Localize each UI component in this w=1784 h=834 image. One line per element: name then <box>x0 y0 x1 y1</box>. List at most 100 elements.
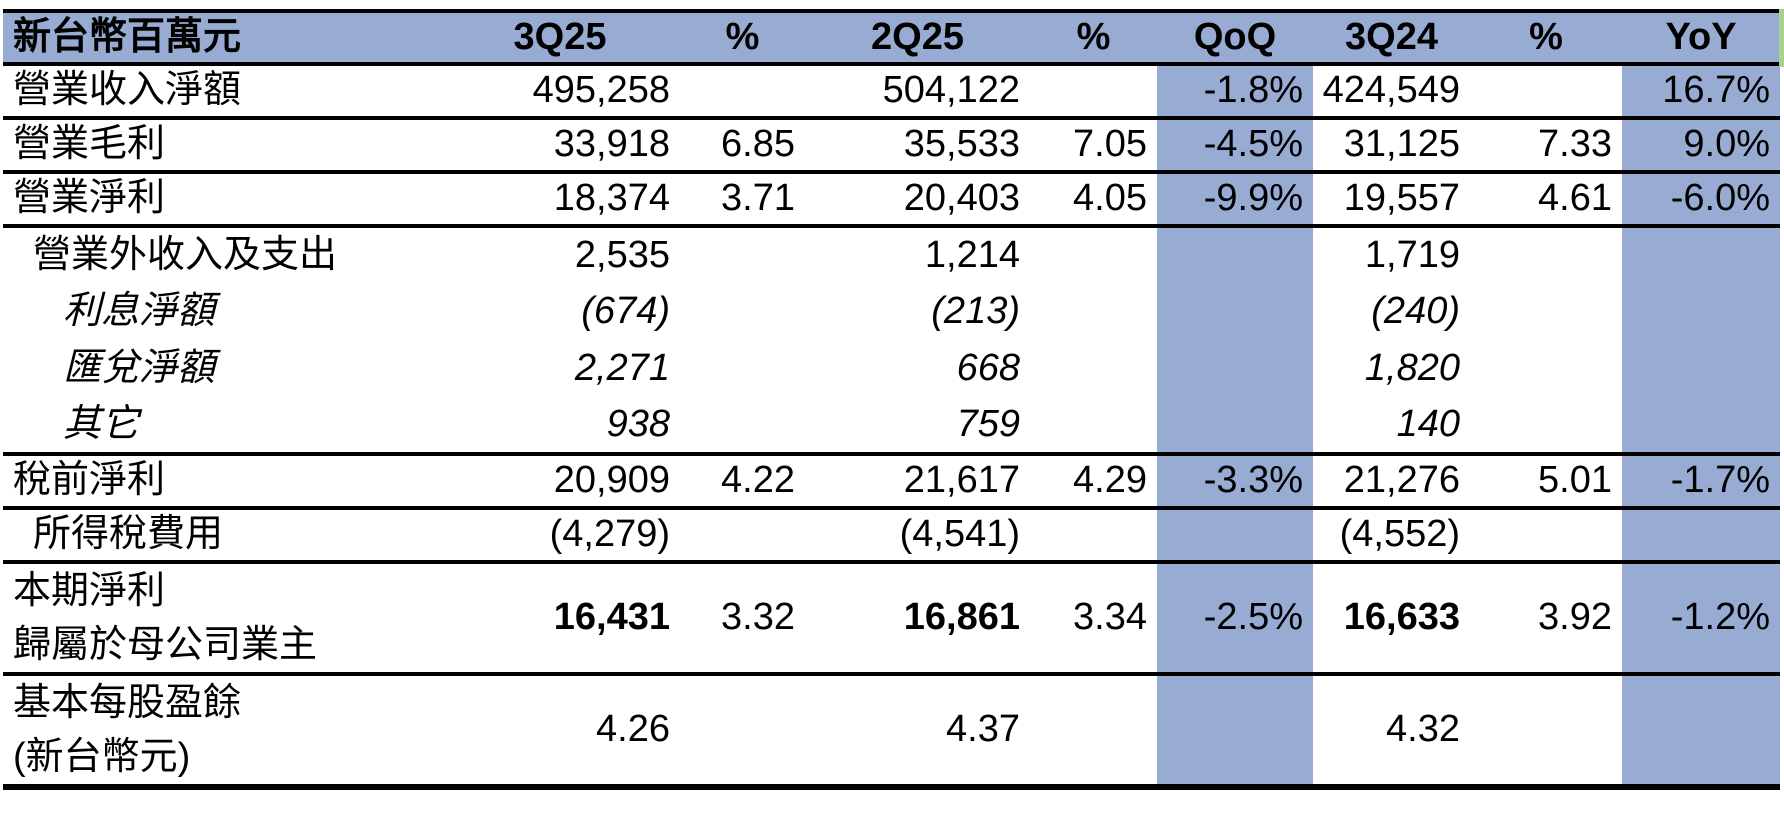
value-cell <box>680 508 805 562</box>
value-cell <box>1157 340 1313 397</box>
value-cell <box>1030 508 1157 562</box>
row-label: 所得稅費用 <box>33 513 224 556</box>
value-cell <box>680 340 805 397</box>
table-row: 本期淨利歸屬於母公司業主 16,431 3.32 16,861 3.34 -2.5% 16,… <box>3 562 1780 674</box>
value-cell <box>680 397 805 454</box>
row-label-line-2: (新台幣元) <box>13 736 191 778</box>
table-row: 匯兌淨額 2,271 668 1,820 <box>3 340 1780 397</box>
value-cell <box>1470 674 1622 787</box>
unit-label: 新台幣百萬元 <box>13 15 242 58</box>
value-cell: 2,271 <box>574 346 670 389</box>
value-cell: 3.32 <box>721 596 795 639</box>
value-cell <box>1157 226 1313 283</box>
value-cell: 4.32 <box>1386 708 1460 751</box>
table-row: 稅前淨利 20,909 4.22 21,617 4.29 -3.3% 21,276 5.01-… <box>3 454 1780 508</box>
row-label: 營業毛利 <box>13 123 166 166</box>
table-row: 營業毛利 33,918 6.85 35,533 7.05 -4.5% 31,125 7.33 9… <box>3 118 1780 172</box>
value-cell <box>1622 397 1780 454</box>
col-header-qoq: QoQ <box>1193 15 1277 58</box>
value-cell: (4,279) <box>549 513 670 556</box>
col-header-yoy: YoY <box>1665 15 1737 58</box>
col-header-pct-3: % <box>1529 15 1563 58</box>
value-cell <box>680 674 805 787</box>
value-cell: 1,820 <box>1364 346 1460 389</box>
value-cell: -1.8% <box>1157 64 1313 118</box>
col-header-pct-1: % <box>725 15 760 58</box>
value-cell: -1.7% <box>1622 454 1780 508</box>
value-cell: 18,374 <box>553 177 670 220</box>
value-cell: -3.3% <box>1157 454 1313 508</box>
col-header-pct-2: % <box>1076 15 1111 58</box>
value-cell <box>1157 397 1313 454</box>
value-cell: 140 <box>1396 402 1460 445</box>
col-header-3q24: 3Q24 <box>1345 15 1438 58</box>
row-label: 匯兌淨額 <box>63 346 216 389</box>
value-cell: -1.2% <box>1622 562 1780 674</box>
value-cell: 33,918 <box>553 123 670 166</box>
row-label: 營業淨利 <box>13 177 166 220</box>
value-cell: 4.22 <box>721 459 795 502</box>
value-cell <box>1470 508 1622 562</box>
income-statement-table: 新台幣百萬元 3Q25 % 2Q25 % QoQ 3Q24 % YoY 營業收入… <box>3 9 1780 790</box>
value-cell: 759 <box>956 402 1020 445</box>
value-cell: 6.85 <box>721 123 795 166</box>
row-label: 本期淨利歸屬於母公司業主 <box>3 562 440 674</box>
value-cell: 2,535 <box>574 233 670 276</box>
value-cell: 3.34 <box>1073 596 1147 639</box>
value-cell: 20,403 <box>903 177 1020 220</box>
value-cell: -6.0% <box>1622 172 1780 226</box>
value-cell <box>1030 226 1157 283</box>
value-cell: 7.33 <box>1538 123 1612 166</box>
row-label-line-2: 歸屬於母公司業主 <box>13 624 318 666</box>
value-cell: 424,549 <box>1322 69 1460 112</box>
row-label-line-1: 本期淨利 <box>13 570 166 612</box>
value-cell: 16,431 <box>553 596 670 639</box>
value-cell: 16,861 <box>903 596 1020 639</box>
table-row: 基本每股盈餘 (新台幣元) 4.26 4.37 4.32 <box>3 674 1780 787</box>
col-header-2q25: 2Q25 <box>871 15 964 58</box>
value-cell: 4.37 <box>946 708 1020 751</box>
value-cell <box>1470 283 1622 340</box>
value-cell: 504,122 <box>882 69 1020 112</box>
value-cell <box>1157 283 1313 340</box>
value-cell: 21,617 <box>903 459 1020 502</box>
value-cell: 7.05 <box>1073 123 1147 166</box>
value-cell <box>1622 226 1780 283</box>
value-cell <box>1622 340 1780 397</box>
value-cell <box>1030 674 1157 787</box>
table-row: 營業收入淨額 495,258 504,122 -1.8% 424,549 16.7% <box>3 64 1780 118</box>
value-cell: 4.61 <box>1538 177 1612 220</box>
value-cell: 21,276 <box>1343 459 1460 502</box>
value-cell <box>1030 64 1157 118</box>
col-header-3q25: 3Q25 <box>513 15 607 58</box>
value-cell: 495,258 <box>532 69 670 112</box>
value-cell <box>1622 508 1780 562</box>
value-cell <box>1030 283 1157 340</box>
row-label: 其它 <box>63 402 140 445</box>
value-cell <box>1470 226 1622 283</box>
value-cell: 3.92 <box>1538 596 1612 639</box>
value-cell: 1,719 <box>1364 233 1460 276</box>
value-cell <box>1157 508 1313 562</box>
table-row: 營業外收入及支出 2,535 1,214 1,719 <box>3 226 1780 283</box>
value-cell: 5.01 <box>1538 459 1612 502</box>
value-cell: -2.5% <box>1157 562 1313 674</box>
value-cell: 16,633 <box>1343 596 1460 639</box>
value-cell: 9.0% <box>1622 118 1780 172</box>
value-cell: 4.05 <box>1073 177 1147 220</box>
value-cell <box>1622 283 1780 340</box>
value-cell: (674) <box>581 289 670 332</box>
value-cell: 4.29 <box>1073 459 1147 502</box>
value-cell <box>1157 674 1313 787</box>
table-row: 利息淨額 (674) (213) (240) <box>3 283 1780 340</box>
value-cell: 35,533 <box>903 123 1020 166</box>
table-row: 營業淨利 18,374 3.71 20,403 4.05 -9.9% 19,557 4.61-… <box>3 172 1780 226</box>
value-cell: -4.5% <box>1157 118 1313 172</box>
value-cell: (4,541) <box>899 513 1020 556</box>
value-cell: 1,214 <box>924 233 1020 276</box>
table-row: 所得稅費用 (4,279) (4,541) (4,552) <box>3 508 1780 562</box>
row-label: 營業外收入及支出 <box>33 233 338 276</box>
value-cell: 668 <box>956 346 1020 389</box>
value-cell <box>1470 397 1622 454</box>
row-label: 基本每股盈餘 (新台幣元) <box>3 674 440 787</box>
